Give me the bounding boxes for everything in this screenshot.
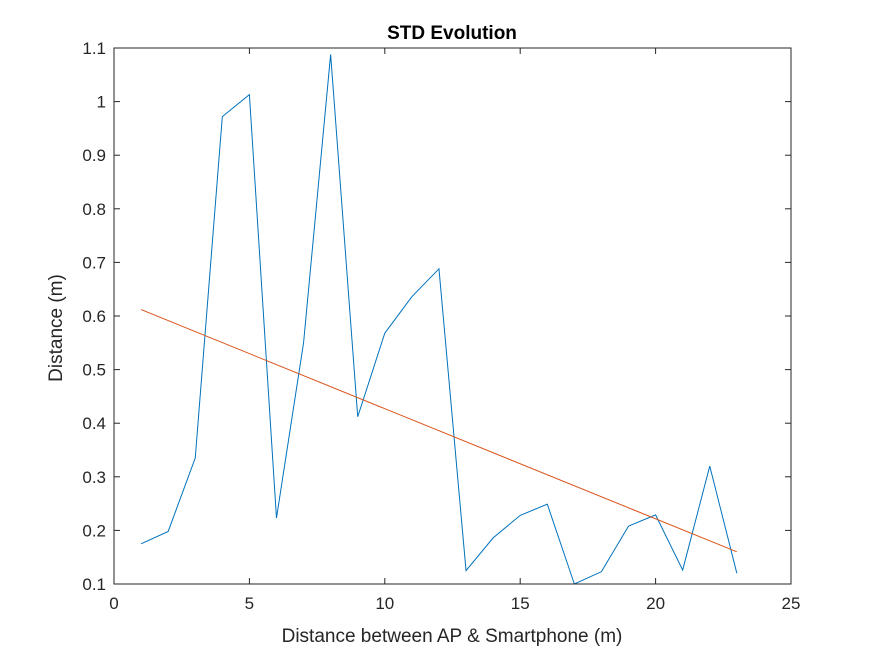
- y-tick-label: 0.5: [82, 361, 106, 380]
- y-tick-label: 0.7: [82, 253, 106, 272]
- x-tick-label: 20: [646, 594, 665, 613]
- plot-area: [114, 48, 791, 585]
- x-tick-label: 25: [782, 594, 801, 613]
- x-tick-label: 5: [245, 594, 254, 613]
- y-tick-label: 0.2: [82, 521, 106, 540]
- series-line-2: [140, 309, 738, 553]
- chart-title: STD Evolution: [387, 23, 517, 44]
- x-axis-label: Distance between AP & Smartphone (m): [282, 626, 623, 647]
- y-tick-label: 1: [97, 93, 106, 112]
- y-tick-label: 0.4: [82, 414, 106, 433]
- plot-background: [114, 48, 791, 584]
- y-tick-label: 0.6: [82, 307, 106, 326]
- y-tick-label: 0.8: [82, 200, 106, 219]
- x-tick-label: 10: [375, 594, 394, 613]
- y-tick-label: 0.9: [82, 146, 106, 165]
- axes: 0 5 10 15 20 25 0.1 0.2 0.3 0.4 0.5 0.6 0.7 0.8 0.9 1 1.…: [82, 39, 800, 613]
- x-tick-label: 0: [109, 594, 118, 613]
- series-line-1: [140, 54, 738, 585]
- y-tick-label: 1.1: [82, 39, 106, 58]
- x-tick-label: 15: [511, 594, 530, 613]
- y-tick-label: 0.3: [82, 468, 106, 487]
- y-axis-label: Distance (m): [46, 274, 67, 382]
- y-tick-label: 0.1: [82, 575, 106, 594]
